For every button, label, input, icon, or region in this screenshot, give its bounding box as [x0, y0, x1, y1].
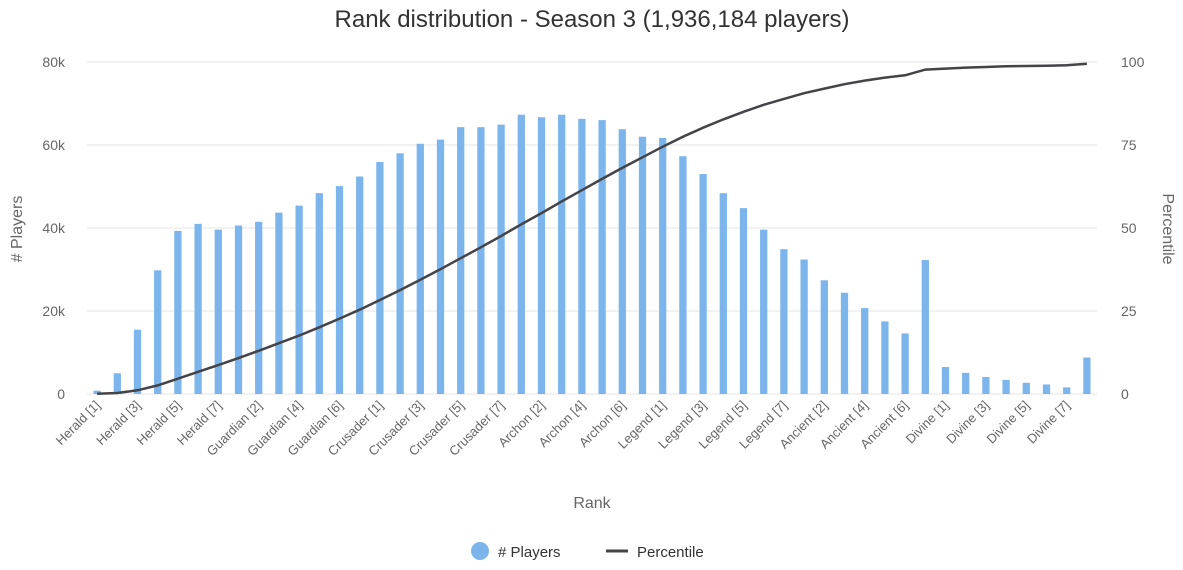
players-bar[interactable] — [477, 127, 485, 394]
players-bar[interactable] — [760, 229, 768, 394]
players-bar[interactable] — [214, 229, 222, 394]
players-bar[interactable] — [133, 329, 142, 394]
players-bar[interactable] — [1042, 384, 1051, 394]
players-bar[interactable] — [820, 280, 828, 394]
players-bar[interactable] — [699, 174, 707, 394]
x-tick-label: Divine [3] — [943, 398, 992, 447]
right-y-tick-label: 75 — [1121, 137, 1137, 153]
right-y-axis-title: Percentile — [1159, 193, 1176, 264]
legend-players-label: # Players — [498, 544, 561, 561]
players-bar[interactable] — [335, 186, 344, 394]
players-bars — [93, 114, 1091, 395]
x-tick-label: Divine [1] — [903, 398, 952, 447]
players-bar[interactable] — [679, 156, 687, 394]
players-bar[interactable] — [113, 373, 121, 394]
players-bar[interactable] — [982, 376, 990, 394]
left-y-tick-label: 60k — [42, 137, 66, 153]
players-bar[interactable] — [1002, 379, 1010, 394]
players-bar[interactable] — [901, 333, 909, 394]
x-tick-label: Divine [7] — [1024, 398, 1073, 447]
players-bar[interactable] — [275, 212, 283, 394]
legend-percentile-label: Percentile — [637, 544, 704, 561]
right-y-tick-label: 0 — [1121, 386, 1129, 402]
players-bar[interactable] — [861, 308, 869, 394]
x-axis-title: Rank — [573, 495, 611, 512]
players-bar[interactable] — [840, 292, 849, 394]
players-bar[interactable] — [941, 367, 950, 394]
x-axis: Herald [1]Herald [3]Herald [5]Herald [7]… — [53, 398, 1073, 459]
percentile-line[interactable] — [97, 62, 1087, 395]
players-bar[interactable] — [356, 176, 364, 394]
players-bar[interactable] — [376, 162, 384, 394]
legend-item-players[interactable]: # Players — [471, 542, 561, 561]
players-bar[interactable] — [1083, 357, 1091, 394]
players-bar[interactable] — [800, 259, 808, 394]
chart-title: Rank distribution - Season 3 (1,936,184 … — [335, 6, 850, 33]
players-bar[interactable] — [315, 193, 323, 394]
right-y-tick-label: 50 — [1121, 220, 1137, 236]
players-bar[interactable] — [93, 390, 101, 394]
players-bar[interactable] — [497, 124, 505, 394]
players-bar[interactable] — [618, 129, 626, 395]
players-bar[interactable] — [255, 221, 263, 394]
players-bar[interactable] — [598, 120, 606, 394]
left-y-axis-title: # Players — [9, 196, 26, 263]
legend-item-percentile[interactable]: Percentile — [606, 544, 704, 561]
players-bar[interactable] — [638, 136, 647, 394]
players-bar[interactable] — [739, 208, 748, 394]
players-bar[interactable] — [194, 223, 202, 394]
players-bar[interactable] — [174, 230, 182, 394]
players-bar[interactable] — [436, 139, 445, 394]
players-bar[interactable] — [416, 143, 424, 394]
players-bar[interactable] — [962, 372, 970, 394]
players-bar[interactable] — [234, 225, 243, 394]
players-bar[interactable] — [921, 259, 929, 394]
players-bar[interactable] — [457, 127, 465, 394]
players-bar[interactable] — [154, 270, 162, 394]
players-bar[interactable] — [780, 249, 788, 394]
players-bar[interactable] — [558, 114, 566, 394]
x-tick-label: Divine [5] — [983, 398, 1032, 447]
players-bar[interactable] — [295, 205, 303, 394]
players-bar[interactable] — [537, 117, 546, 394]
players-bar[interactable] — [517, 114, 525, 394]
players-bar[interactable] — [1063, 387, 1071, 394]
legend-players-marker — [471, 542, 489, 560]
legend: # Players Percentile — [471, 542, 704, 561]
right-y-tick-label: 25 — [1121, 303, 1137, 319]
percentile-line-layer — [97, 62, 1087, 395]
left-y-tick-label: 40k — [42, 220, 66, 236]
right-y-axis: 0 25 50 75 100 — [1121, 54, 1145, 402]
players-bar[interactable] — [659, 137, 667, 394]
players-bar[interactable] — [578, 118, 586, 394]
left-y-tick-label: 20k — [42, 303, 66, 319]
players-bar[interactable] — [1022, 382, 1030, 394]
players-bar[interactable] — [881, 321, 889, 394]
left-y-axis: 0 20k 40k 60k 80k — [42, 54, 66, 402]
left-y-tick-label: 80k — [42, 54, 66, 70]
left-y-tick-label: 0 — [57, 386, 65, 402]
right-y-tick-label: 100 — [1121, 54, 1145, 70]
players-bar[interactable] — [719, 193, 727, 394]
players-bar[interactable] — [396, 153, 404, 394]
